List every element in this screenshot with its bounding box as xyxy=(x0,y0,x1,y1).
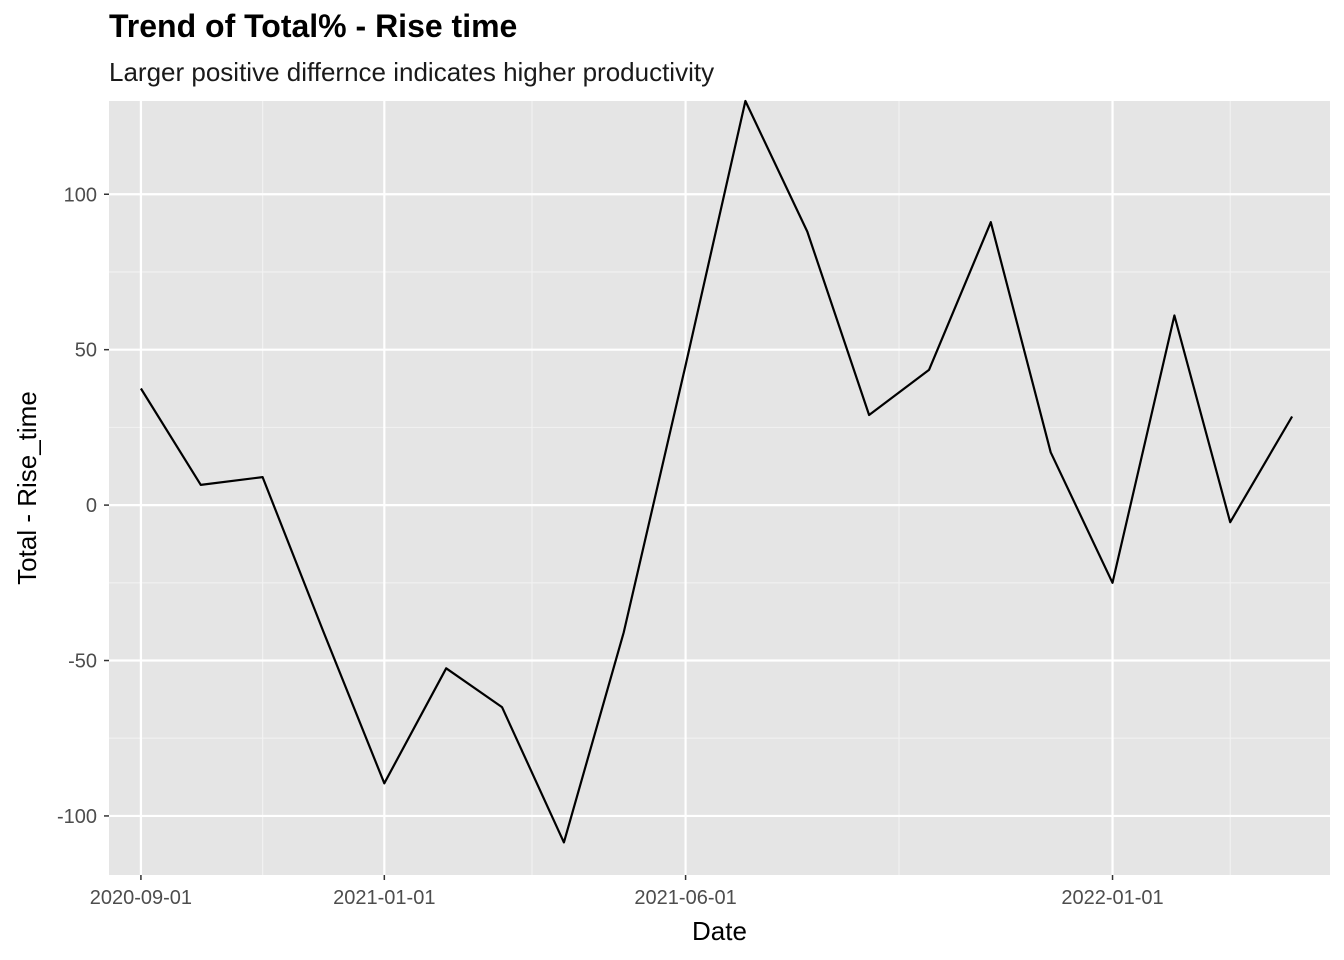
chart-title: Trend of Total% - Rise time xyxy=(109,8,518,44)
series-layer xyxy=(139,99,1294,844)
x-axis-title: Date xyxy=(692,916,747,946)
x-tick-label: 2022-01-01 xyxy=(1061,887,1163,909)
plot-panel xyxy=(109,101,1330,875)
y-tick-label: -50 xyxy=(68,651,97,673)
y-tick-label: 50 xyxy=(75,340,97,362)
y-axis-title: Total - Rise_time xyxy=(12,391,42,585)
x-tick-label: 2021-01-01 xyxy=(333,887,435,909)
series-line xyxy=(139,99,1294,844)
major-grid xyxy=(109,101,1330,875)
chart-subtitle: Larger positive differnce indicates high… xyxy=(109,57,715,87)
minor-grid xyxy=(109,101,1330,875)
y-axis: -100 -50 0 50 100 xyxy=(57,184,109,828)
x-axis: 2020-09-01 2021-01-01 2021-06-01 2022-01-01 xyxy=(90,875,1164,909)
x-tick-label: 2021-06-01 xyxy=(634,887,736,909)
y-tick-label: -100 xyxy=(57,806,97,828)
x-tick-label: 2020-09-01 xyxy=(90,887,192,909)
y-tick-label: 100 xyxy=(64,184,97,206)
y-tick-label: 0 xyxy=(86,495,97,517)
